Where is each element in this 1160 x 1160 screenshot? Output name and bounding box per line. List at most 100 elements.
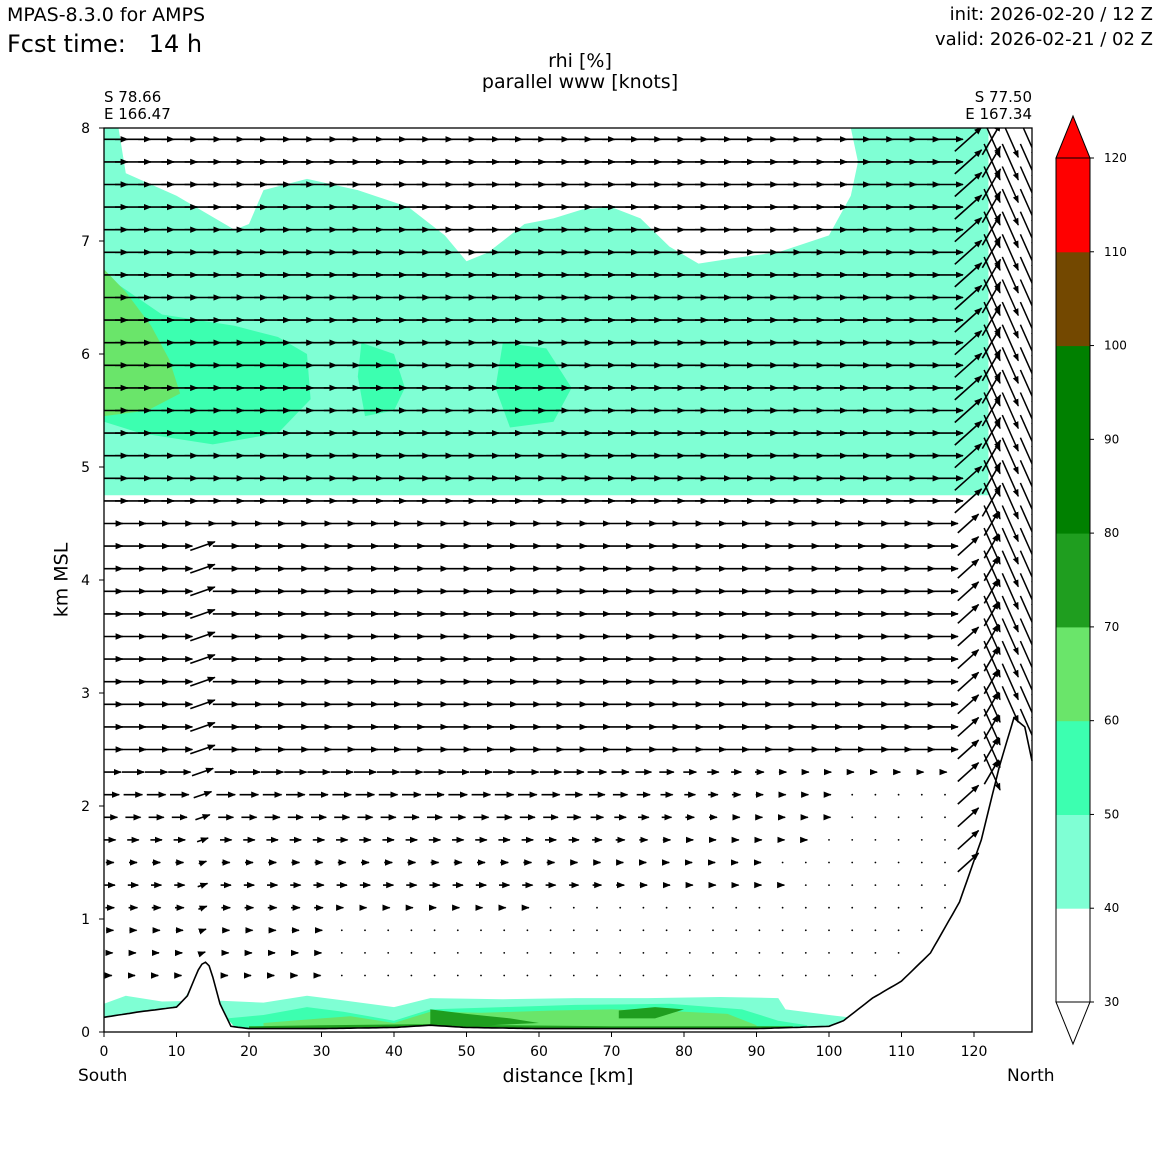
wind-vector (1022, 128, 1032, 158)
wind-vector (712, 974, 714, 977)
colorbar-tick-label: 90 (1104, 432, 1119, 446)
chart-title: rhi [%] (548, 50, 612, 72)
init-time: init: 2026-02-20 / 12 Z (949, 4, 1153, 25)
wind-vector (191, 767, 214, 777)
x-tick-label: 120 (961, 1044, 988, 1060)
colorbar-segment (1056, 251, 1090, 347)
wind-vector (688, 952, 691, 954)
wind-vector (1001, 233, 1019, 271)
y-tick-label: 5 (81, 460, 90, 476)
colorbar-extend-max (1055, 114, 1091, 159)
wind-vector (712, 906, 714, 909)
y-tick-label: 2 (81, 799, 90, 815)
wind-vector (1019, 505, 1032, 543)
y-tick-label: 7 (81, 234, 90, 250)
wind-vector (828, 839, 830, 841)
wind-vector (983, 595, 1001, 633)
wind-vector (944, 861, 946, 864)
wind-vector (572, 974, 575, 977)
wind-vector (804, 906, 807, 909)
wind-vector (596, 952, 598, 954)
wind-vector (1019, 595, 1032, 633)
colorbar-frame (1055, 157, 1091, 1003)
wind-vector (828, 906, 830, 909)
wind-vector (410, 929, 413, 932)
wind-vector (874, 816, 877, 819)
wind-vector (526, 974, 529, 977)
wind-vector (1019, 143, 1032, 181)
wind-vector (897, 839, 900, 841)
wind-vector (1019, 392, 1032, 430)
wind-vector (1019, 640, 1032, 678)
wind-vector (526, 929, 529, 932)
wind-vector (480, 929, 482, 932)
wind-vector (897, 793, 900, 796)
wind-vector (549, 974, 552, 977)
valid-time: valid: 2026-02-21 / 02 Z (935, 29, 1153, 50)
colorbar-segment (1056, 626, 1090, 722)
wind-vector (712, 952, 714, 954)
wind-vectors (104, 128, 1032, 979)
wind-vector (851, 861, 854, 864)
wind-vector (1019, 279, 1032, 317)
colorbar-tick-label: 30 (1104, 995, 1119, 1009)
wind-vector (1019, 708, 1032, 746)
wind-vector (957, 716, 980, 737)
wind-vector (190, 631, 216, 642)
wind-vector (1001, 572, 1019, 610)
wind-vector (198, 928, 207, 935)
wind-vector (983, 414, 1001, 452)
rhi-70-80-surface-a (430, 1009, 539, 1027)
wind-vector (340, 974, 343, 977)
wind-vector (596, 974, 598, 977)
wind-vector (954, 239, 983, 265)
wind-vector (735, 929, 738, 932)
wind-vector (758, 906, 761, 909)
wind-vector (758, 929, 761, 932)
wind-vector (851, 952, 854, 954)
wind-vector (944, 839, 946, 841)
wind-vector (735, 974, 738, 977)
x-tick-label: 30 (313, 1044, 331, 1060)
wind-vector (619, 974, 622, 977)
wind-vector (781, 952, 784, 954)
wind-vector (920, 906, 923, 909)
wind-vector (983, 188, 1001, 226)
wind-vector (503, 952, 506, 954)
colorbar-tick-label: 50 (1104, 807, 1119, 821)
wind-vector (986, 128, 1001, 158)
wind-vector (983, 437, 1001, 475)
wind-vector (1019, 324, 1032, 362)
wind-vector (954, 284, 983, 311)
end-lat: S 77.50 (974, 88, 1032, 106)
wind-vector (1001, 211, 1019, 249)
wind-vector (781, 929, 784, 932)
wind-vector (1001, 414, 1019, 452)
wind-vector (957, 536, 980, 557)
wind-vector (828, 884, 830, 886)
wind-vector (1001, 595, 1019, 633)
wind-vector (197, 951, 206, 958)
wind-vector (433, 929, 436, 932)
wind-vector (957, 603, 980, 624)
wind-vector (954, 420, 983, 446)
x-tick-label: 50 (458, 1044, 476, 1060)
y-tick-label: 3 (81, 686, 90, 702)
rhi-50-60-patch-a (357, 342, 405, 417)
wind-vector (364, 952, 366, 954)
wind-vector (198, 860, 208, 867)
wind-vector (983, 256, 1001, 294)
colorbar-segment (1056, 533, 1090, 628)
wind-vector (642, 906, 645, 909)
wind-vector (851, 929, 854, 932)
wind-vector (1001, 640, 1019, 678)
wind-vector (897, 906, 900, 909)
wind-vector (804, 929, 807, 932)
colorbar-segment (1056, 908, 1090, 1003)
wind-vector (665, 906, 668, 909)
wind-vector (954, 488, 983, 514)
wind-vector (957, 558, 980, 579)
wind-vector (874, 861, 877, 864)
wind-vector (983, 211, 1001, 249)
colorbar-segment (1056, 720, 1090, 815)
